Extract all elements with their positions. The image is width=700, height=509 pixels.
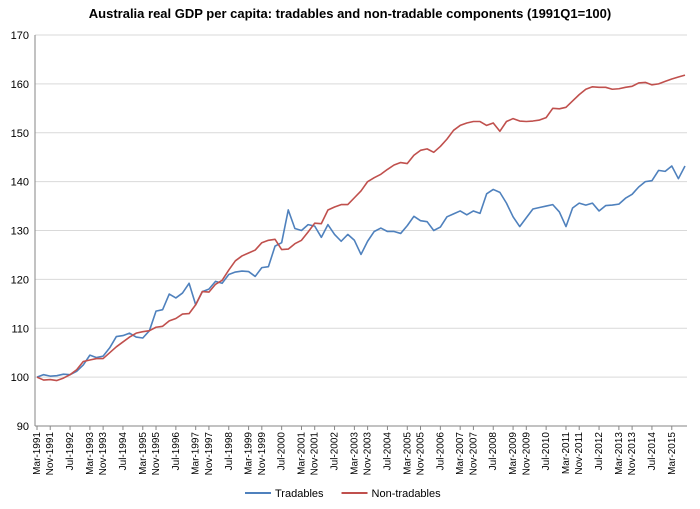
y-tick-label: 130	[11, 226, 29, 238]
x-tick-label: Mar-2009	[508, 432, 519, 475]
y-tick-label: 150	[11, 128, 29, 140]
y-tick-label: 100	[11, 372, 29, 384]
x-tick-label: Mar-2003	[349, 432, 360, 475]
x-tick-label: Jul-1996	[171, 432, 182, 471]
x-tick-label: Mar-1999	[244, 432, 255, 475]
x-tick-label: Nov-2009	[521, 432, 532, 476]
x-tick-label: Nov-1993	[98, 432, 109, 476]
x-tick-label: Nov-2011	[574, 432, 585, 475]
x-tick-label: Jul-2000	[277, 432, 288, 471]
x-tick-label: Jul-1992	[65, 432, 76, 471]
grid-layer	[35, 34, 687, 378]
chart-title: Australia real GDP per capita: tradables…	[88, 6, 612, 21]
x-tick-label: Nov-2013	[627, 432, 638, 476]
x-tick-label: Jul-1998	[224, 432, 235, 471]
legend: Tradables Non-tradables	[245, 488, 441, 500]
x-tick-label: Nov-2007	[468, 432, 479, 476]
y-tick-label: 120	[11, 274, 29, 286]
x-tick-label: Jul-2004	[382, 432, 393, 471]
x-tick-label: Mar-1991	[32, 432, 43, 475]
x-tick-label: Nov-2005	[416, 432, 427, 476]
y-tick-label: 170	[11, 30, 29, 42]
x-tick-label: Nov-1999	[257, 432, 268, 476]
legend-label-tradables: Tradables	[275, 488, 324, 500]
legend-label-non-tradables: Non-tradables	[372, 488, 442, 500]
x-tick-label: Mar-1993	[85, 432, 96, 475]
x-tick-label: Mar-2007	[455, 432, 466, 475]
x-tick-label: Mar-2005	[402, 432, 413, 475]
x-tick-label: Nov-1995	[151, 432, 162, 476]
x-tick-label: Nov-1991	[45, 432, 56, 476]
x-tick-label: Jul-2012	[594, 432, 605, 471]
x-tick-label: Nov-2001	[310, 432, 321, 476]
x-tick-label: Jul-1994	[118, 432, 129, 471]
axis-layer	[34, 35, 687, 427]
x-axis-ticks: Mar-1991 Nov-1991 Jul-1992 Mar-1993 Nov-1993…	[32, 426, 678, 475]
x-tick-label: Mar-2001	[296, 432, 307, 475]
series-line-non-tradables	[36, 74, 686, 382]
x-tick-label: Jul-2014	[647, 432, 658, 471]
x-tick-label: Jul-2008	[488, 432, 499, 471]
y-axis-ticks: 90 100 110 120 130 140 150 160 170	[11, 30, 29, 433]
x-tick-label: Mar-2013	[614, 432, 625, 475]
x-tick-label: Nov-1997	[204, 432, 215, 476]
x-tick-label: Jul-2010	[541, 432, 552, 471]
x-tick-label: Mar-2015	[667, 432, 678, 475]
x-tick-label: Jul-2002	[330, 432, 341, 471]
y-tick-label: 140	[11, 177, 29, 189]
x-tick-label: Jul-2006	[435, 432, 446, 471]
y-tick-label: 110	[11, 323, 29, 335]
x-tick-label: Mar-2011	[561, 432, 572, 474]
series-layer	[36, 74, 686, 382]
y-tick-label: 160	[11, 79, 29, 91]
x-tick-label: Mar-1995	[138, 432, 149, 475]
x-tick-label: Mar-1997	[191, 432, 202, 475]
series-line-tradables	[36, 165, 686, 378]
x-tick-label: Nov-2003	[363, 432, 374, 476]
y-tick-label: 90	[17, 421, 29, 433]
